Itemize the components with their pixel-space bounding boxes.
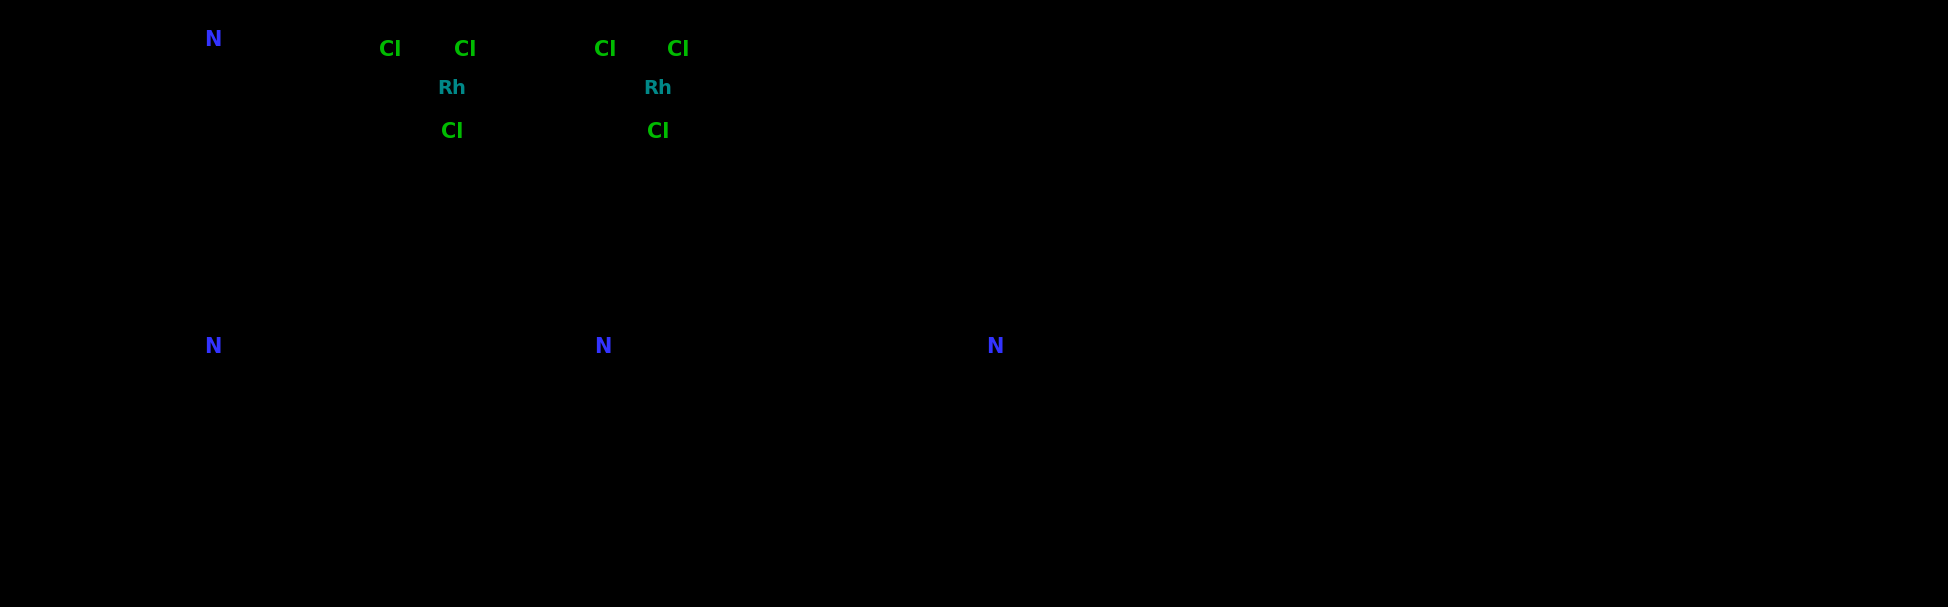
Text: Rh: Rh	[643, 78, 672, 98]
Text: Cl: Cl	[666, 40, 690, 60]
Text: Rh: Rh	[438, 78, 466, 98]
Text: Cl: Cl	[594, 40, 616, 60]
Text: N: N	[205, 337, 222, 357]
Text: Cl: Cl	[454, 40, 475, 60]
Text: N: N	[594, 337, 612, 357]
Text: Cl: Cl	[378, 40, 401, 60]
Text: Cl: Cl	[647, 122, 670, 142]
Text: Cl: Cl	[440, 122, 464, 142]
Text: N: N	[205, 30, 222, 50]
Text: N: N	[986, 337, 1003, 357]
